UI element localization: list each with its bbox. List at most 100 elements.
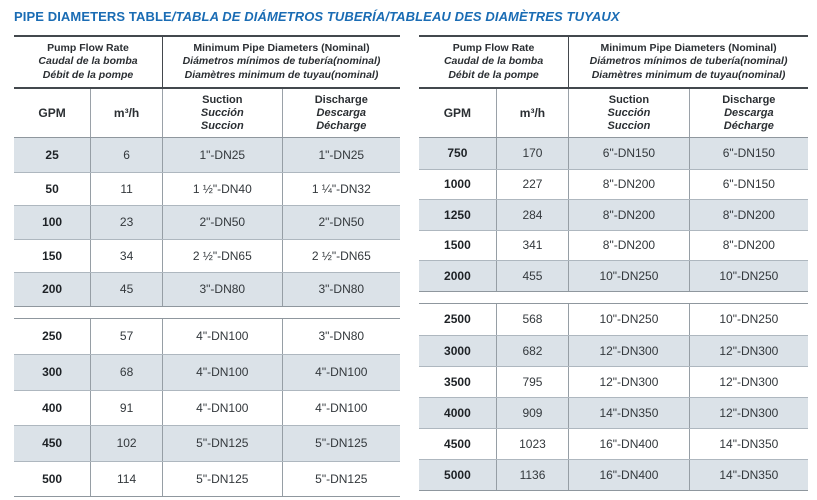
- discharge-value: 2"-DN50: [318, 215, 365, 230]
- discharge-value: 1 ¼"-DN32: [311, 181, 371, 196]
- gpm-value: 25: [14, 138, 92, 172]
- suction-value: 1 ½"-DN40: [163, 172, 283, 205]
- table-row: 4500 1023 16"-DN400 14"-DN350: [419, 427, 808, 459]
- suction-value: 3"-DN80: [163, 273, 283, 306]
- m3h-value: 341: [497, 230, 570, 260]
- header-line-en: Discharge: [314, 93, 368, 106]
- table-row: 4000 909 14"-DN350 12"-DN300: [419, 396, 808, 428]
- m3h-column-header: m³/h: [497, 89, 570, 137]
- discharge-value: 6"-DN150: [722, 177, 775, 192]
- gpm-value: 3500: [419, 366, 497, 397]
- table-row: 1000 227 8"-DN200 6"-DN150: [419, 168, 808, 199]
- header-line-es: Succión: [607, 106, 651, 119]
- gpm-value: 750: [419, 138, 497, 169]
- m3h-value: 1023: [497, 428, 570, 459]
- header-line-fr: Succion: [607, 119, 651, 132]
- discharge-value: 12"-DN300: [719, 374, 779, 389]
- block-gap: [419, 292, 808, 303]
- discharge-value: 10"-DN250: [719, 268, 779, 283]
- m3h-value: 57: [91, 318, 163, 354]
- block-gap: [14, 307, 400, 318]
- table-row: 3000 682 12"-DN300 12"-DN300: [419, 334, 808, 366]
- table-row: 1500 341 8"-DN200 8"-DN200: [419, 229, 808, 260]
- discharge-value: 8"-DN200: [722, 238, 775, 253]
- table-row: 200 45 3"-DN80 3"-DN80: [14, 272, 400, 306]
- gpm-value: 3000: [419, 335, 497, 366]
- table-row: 450 102 5"-DN125 5"-DN125: [14, 425, 400, 461]
- suction-value: 4"-DN100: [163, 318, 283, 354]
- m3h-value: 1136: [497, 459, 570, 490]
- suction-value: 4"-DN100: [163, 355, 283, 390]
- gpm-value: 1250: [419, 200, 497, 230]
- gpm-value: 200: [14, 273, 92, 306]
- table-row: 3500 795 12"-DN300 12"-DN300: [419, 365, 808, 397]
- discharge-value: 4"-DN100: [315, 400, 368, 415]
- min-pipe-diameters-header: Minimum Pipe Diameters (Nominal) Diámetr…: [163, 37, 400, 87]
- m3h-value: 568: [497, 303, 570, 335]
- data-block-2: 250 57 4"-DN100 3"-DN80 300 68 4"-DN100 …: [14, 317, 400, 497]
- suction-value: 2 ½"-DN65: [163, 239, 283, 272]
- table-row: 25 6 1"-DN25 1"-DN25: [14, 138, 400, 172]
- gpm-value: 4000: [419, 397, 497, 428]
- suction-value: 16"-DN400: [569, 459, 690, 490]
- discharge-value: 3"-DN80: [318, 329, 365, 344]
- header-line-fr: Débit de la pompe: [42, 68, 134, 81]
- discharge-value: 4"-DN100: [315, 365, 368, 380]
- m3h-value: 68: [91, 355, 163, 390]
- gpm-value: 250: [14, 318, 92, 354]
- gpm-value: 100: [14, 206, 92, 239]
- page-title-translations: /TABLA DE DIÁMETROS TUBERÍA/TABLEAU DES …: [171, 9, 620, 24]
- header-line-en: Pump Flow Rate: [452, 41, 535, 54]
- header-line-en: Minimum Pipe Diameters (Nominal): [193, 41, 370, 54]
- table-row: 100 23 2"-DN50 2"-DN50: [14, 205, 400, 239]
- header-line-fr: Débit de la pompe: [448, 68, 539, 81]
- gpm-column-header: GPM: [14, 89, 92, 137]
- table-row: 300 68 4"-DN100 4"-DN100: [14, 354, 400, 390]
- table-row: 1250 284 8"-DN200 8"-DN200: [419, 199, 808, 230]
- header-line-fr: Succion: [200, 119, 244, 132]
- suction-value: 5"-DN125: [163, 426, 283, 461]
- discharge-value: 10"-DN250: [719, 312, 779, 326]
- gpm-value: 50: [14, 172, 92, 205]
- suction-value: 1"-DN25: [163, 138, 283, 172]
- m3h-value: 45: [91, 273, 163, 306]
- discharge-value: 2 ½"-DN65: [311, 248, 371, 263]
- discharge-value: 5"-DN125: [315, 471, 368, 486]
- pump-flow-rate-header: Pump Flow Rate Caudal de la bomba Débit …: [14, 37, 163, 87]
- gpm-value: 1500: [419, 230, 497, 260]
- gpm-value: 2000: [419, 261, 497, 291]
- gpm-value: 300: [14, 355, 92, 390]
- suction-value: 4"-DN100: [163, 390, 283, 425]
- gpm-value: 150: [14, 239, 92, 272]
- m3h-value: 91: [91, 390, 163, 425]
- header-group-row: Pump Flow Rate Caudal de la bomba Débit …: [419, 37, 808, 89]
- m3h-value: 909: [497, 397, 570, 428]
- suction-value: 10"-DN250: [569, 303, 690, 335]
- tables-container: Pump Flow Rate Caudal de la bomba Débit …: [0, 24, 817, 497]
- table-row: 250 57 4"-DN100 3"-DN80: [14, 318, 400, 354]
- discharge-value: 1"-DN25: [318, 147, 365, 162]
- suction-value: 12"-DN300: [569, 366, 690, 397]
- suction-value: 8"-DN200: [569, 200, 690, 230]
- header-line-es: Descarga: [316, 106, 367, 119]
- suction-value: 10"-DN250: [569, 261, 690, 291]
- gpm-value: 500: [14, 461, 92, 496]
- gpm-value: 2500: [419, 303, 497, 335]
- suction-value: 6"-DN150: [569, 138, 690, 169]
- table-row: 5000 1136 16"-DN400 14"-DN350: [419, 458, 808, 490]
- discharge-column-header: Discharge Descarga Décharge: [690, 89, 808, 137]
- suction-value: 8"-DN200: [569, 169, 690, 199]
- header-group-row: Pump Flow Rate Caudal de la bomba Débit …: [14, 37, 400, 89]
- header-line-en: Pump Flow Rate: [47, 41, 129, 54]
- m3h-value: 6: [91, 138, 163, 172]
- header-line-en: Minimum Pipe Diameters (Nominal): [600, 41, 777, 54]
- suction-value: 2"-DN50: [163, 206, 283, 239]
- header-line-es: Diámetros mínimos de tubería(nominal): [182, 55, 381, 68]
- pump-flow-rate-header: Pump Flow Rate Caudal de la bomba Débit …: [419, 37, 570, 87]
- gpm-value: 1000: [419, 169, 497, 199]
- column-header-row: GPM m³/h Suction Succión Succion Dischar…: [419, 89, 808, 137]
- pipe-table-left: Pump Flow Rate Caudal de la bomba Débit …: [14, 35, 400, 497]
- m3h-value: 11: [91, 172, 163, 205]
- gpm-value: 4500: [419, 428, 497, 459]
- page-title: PIPE DIAMETERS TABLE/TABLA DE DIÁMETROS …: [0, 0, 817, 24]
